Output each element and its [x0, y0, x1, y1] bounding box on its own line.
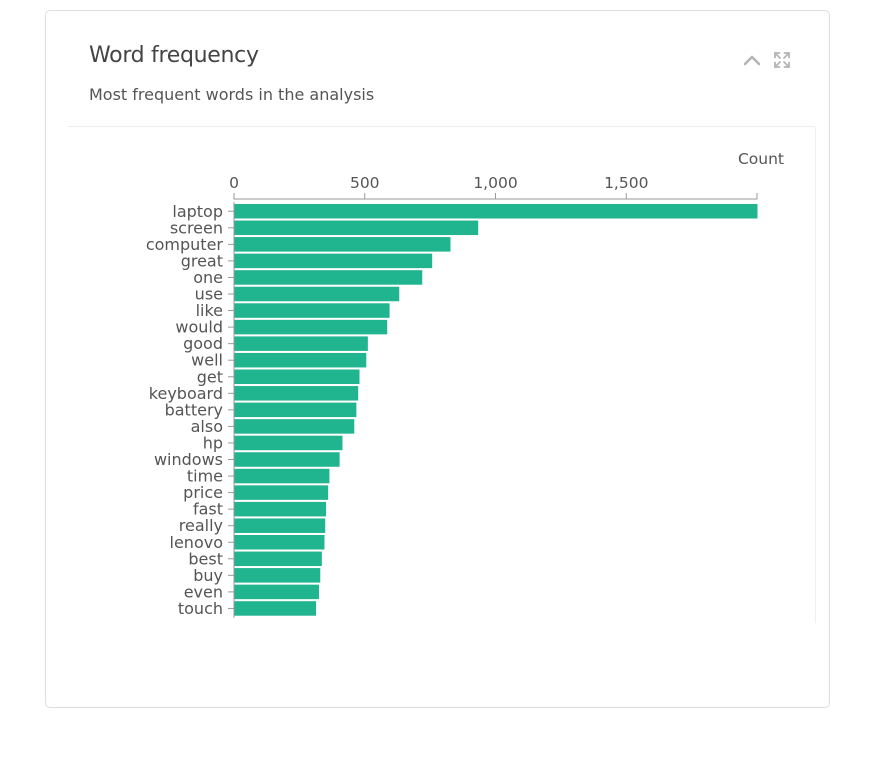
- y-tick-label: even: [184, 582, 223, 601]
- y-tick-label: laptop: [172, 202, 223, 221]
- y-tick-label: really: [179, 516, 223, 535]
- y-tick-label: great: [181, 251, 223, 270]
- y-tick-label: like: [196, 301, 223, 320]
- y-tick-label: hp: [203, 433, 223, 452]
- bar-well[interactable]: [234, 352, 367, 368]
- bar-laptop[interactable]: [234, 204, 758, 219]
- bar-use[interactable]: [234, 286, 400, 302]
- bar-computer[interactable]: [234, 237, 451, 252]
- bar-touch[interactable]: [234, 601, 317, 616]
- bar-keyboard[interactable]: [234, 386, 359, 401]
- y-tick-label: well: [191, 351, 223, 370]
- card-subtitle: Most frequent words in the analysis: [89, 85, 375, 104]
- y-tick-label: screen: [170, 218, 223, 237]
- x-tick-label: 500: [350, 174, 380, 192]
- y-tick-label: battery: [165, 400, 223, 419]
- bar-really[interactable]: [234, 518, 326, 533]
- bar-time[interactable]: [234, 468, 330, 484]
- y-tick-label: time: [187, 467, 223, 486]
- x-tick-label: 1,000: [473, 174, 517, 192]
- y-tick-label: keyboard: [149, 384, 223, 403]
- bar-also[interactable]: [234, 419, 355, 434]
- y-tick-label: buy: [193, 566, 223, 585]
- card-title: Word frequency: [89, 43, 259, 68]
- y-tick-label: one: [193, 268, 223, 287]
- bar-hp[interactable]: [234, 435, 343, 451]
- y-tick-label: touch: [178, 599, 223, 618]
- y-tick-label: good: [183, 334, 223, 353]
- bar-price[interactable]: [234, 485, 329, 500]
- x-tick-label: 1,500: [604, 174, 648, 192]
- bar-lenovo[interactable]: [234, 535, 325, 550]
- y-tick-label: computer: [146, 235, 224, 254]
- bars: [234, 204, 758, 616]
- bar-buy[interactable]: [234, 568, 321, 583]
- x-axis-label: Count: [738, 150, 784, 168]
- bar-even[interactable]: [234, 584, 319, 600]
- bar-battery[interactable]: [234, 402, 357, 418]
- y-tick-label: would: [175, 318, 223, 337]
- panel-edge: [815, 127, 816, 623]
- word-frequency-card: Word frequency Most frequent words in th…: [45, 10, 830, 708]
- y-tick-label: lenovo: [170, 533, 223, 552]
- y-tick-label: use: [195, 285, 223, 304]
- bar-great[interactable]: [234, 253, 433, 269]
- chevron-up-icon[interactable]: [741, 49, 763, 71]
- bar-windows[interactable]: [234, 452, 340, 467]
- y-tick-label: also: [191, 417, 223, 436]
- y-tick-label: fast: [193, 500, 223, 519]
- y-tick-label: best: [188, 549, 223, 568]
- bar-get[interactable]: [234, 369, 360, 385]
- bar-would[interactable]: [234, 319, 388, 335]
- header-divider: [68, 126, 815, 127]
- y-tick-label: windows: [154, 450, 223, 469]
- bar-like[interactable]: [234, 303, 390, 318]
- bar-good[interactable]: [234, 336, 368, 351]
- expand-icon[interactable]: [771, 49, 793, 71]
- bar-best[interactable]: [234, 551, 322, 567]
- x-axis: 0 500 1,000 1,500: [229, 174, 758, 200]
- card-toolbar: [741, 49, 793, 71]
- x-tick-label: 0: [229, 174, 239, 192]
- bar-screen[interactable]: [234, 220, 479, 236]
- y-axis: laptopscreencomputergreatoneuselikewould…: [146, 202, 235, 618]
- bar-one[interactable]: [234, 270, 423, 285]
- y-tick-label: get: [197, 367, 223, 386]
- bar-fast[interactable]: [234, 501, 327, 517]
- y-tick-label: price: [183, 483, 223, 502]
